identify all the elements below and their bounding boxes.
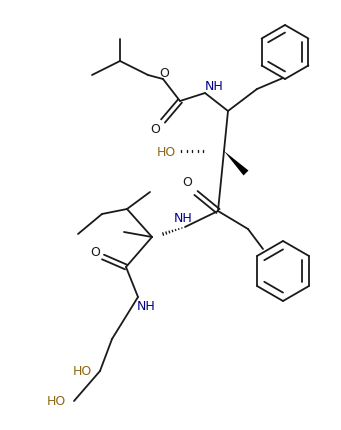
Text: O: O xyxy=(150,122,160,135)
Text: HO: HO xyxy=(72,365,92,378)
Text: HO: HO xyxy=(157,145,176,158)
Text: NH: NH xyxy=(174,212,192,225)
Text: O: O xyxy=(159,66,169,79)
Polygon shape xyxy=(224,152,249,176)
Text: O: O xyxy=(90,246,100,259)
Text: O: O xyxy=(182,175,192,188)
Text: NH: NH xyxy=(137,299,155,312)
Text: HO: HO xyxy=(46,395,65,408)
Text: NH: NH xyxy=(205,79,223,92)
